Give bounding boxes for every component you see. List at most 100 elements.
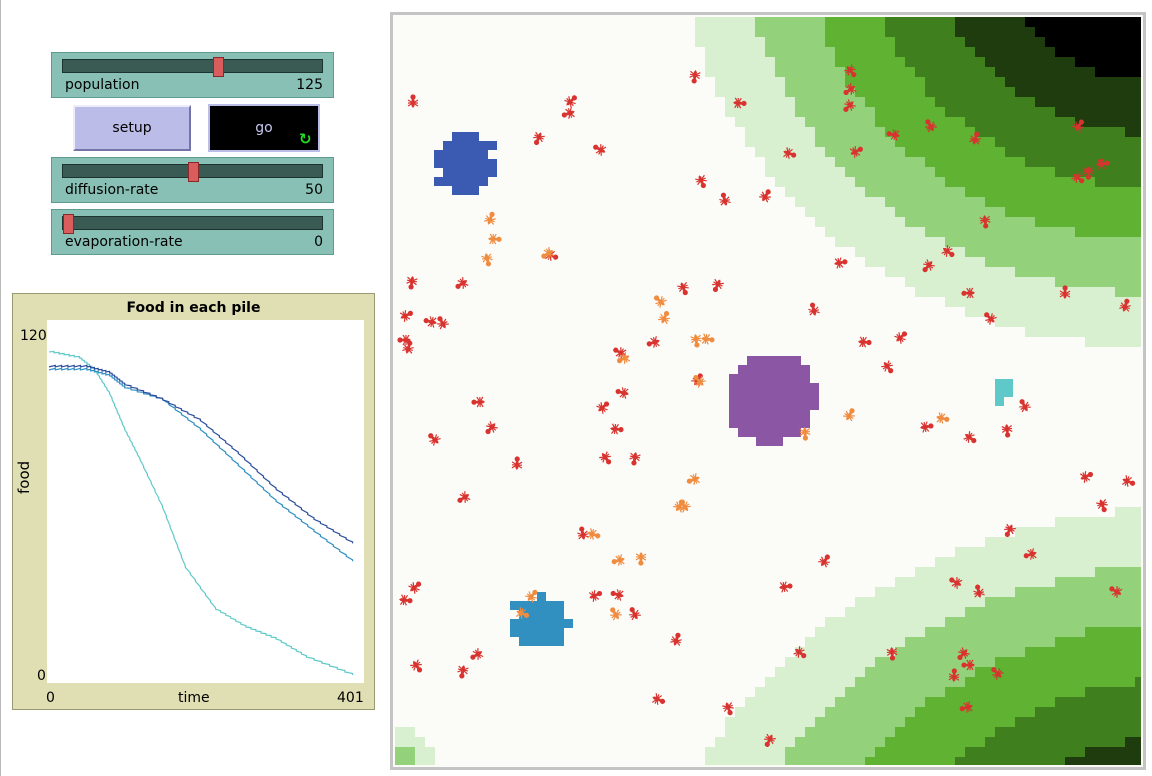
pheromone-cell <box>735 747 745 757</box>
food-patch <box>747 356 756 365</box>
food-patch <box>519 619 528 628</box>
pheromone-cell <box>925 757 935 765</box>
pheromone-cell <box>1025 37 1035 47</box>
pheromone-cell <box>885 247 895 257</box>
pheromone-cell <box>835 737 845 747</box>
world-canvas[interactable] <box>395 17 1141 765</box>
ant-icon <box>849 146 863 158</box>
pheromone-cell <box>1055 537 1065 547</box>
pheromone-cell <box>1115 217 1125 227</box>
pheromone-cell <box>1045 67 1055 77</box>
slider-track[interactable] <box>62 162 323 182</box>
pheromone-cell <box>995 637 1005 647</box>
food-pile-2 <box>729 356 819 446</box>
pheromone-cell <box>955 717 965 727</box>
pheromone-cell <box>1035 587 1045 597</box>
pheromone-cell <box>975 37 985 47</box>
pheromone-cell <box>995 187 1005 197</box>
pheromone-cell <box>905 77 915 87</box>
pheromone-cell <box>705 67 715 77</box>
pheromone-cell <box>1125 97 1135 107</box>
pheromone-cell <box>835 627 845 637</box>
pheromone-cell <box>1065 667 1075 677</box>
food-patch <box>738 365 747 374</box>
pheromone-cell <box>1015 137 1025 147</box>
pheromone-cell <box>785 177 795 187</box>
pheromone-cell <box>1065 697 1075 707</box>
pheromone-cell <box>935 727 945 737</box>
pheromone-cell <box>775 57 785 67</box>
pheromone-cell <box>1005 127 1015 137</box>
ant-icon <box>920 421 934 433</box>
pheromone-cell <box>795 117 805 127</box>
food-patch <box>470 141 479 150</box>
pheromone-cell <box>835 187 845 197</box>
pheromone-cell <box>925 567 935 577</box>
ant-icon <box>470 648 484 660</box>
pheromone-cell <box>895 57 905 67</box>
x-axis-max: 401 <box>337 690 364 706</box>
pheromone-cell <box>1035 617 1045 627</box>
pheromone-cell <box>825 727 835 737</box>
pheromone-cell <box>855 207 865 217</box>
pheromone-cell <box>925 217 935 227</box>
food-patch <box>747 419 756 428</box>
pheromone-cell <box>1095 27 1105 37</box>
pheromone-cell <box>1005 667 1015 677</box>
pheromone-cell <box>825 147 835 157</box>
pheromone-cell <box>865 217 875 227</box>
food-patch <box>546 610 555 619</box>
pheromone-cell <box>1065 717 1075 727</box>
pheromone-cell <box>865 187 875 197</box>
pheromone-cell <box>1065 687 1075 697</box>
pheromone-cell <box>755 77 765 87</box>
pheromone-cell <box>955 607 965 617</box>
pheromone-cell <box>1125 307 1135 317</box>
pheromone-cell <box>1055 47 1065 57</box>
slider-track[interactable] <box>62 214 323 234</box>
pheromone-cell <box>815 107 825 117</box>
pheromone-cell <box>1105 337 1115 347</box>
setup-button[interactable]: setup <box>73 105 191 151</box>
slider-thumb[interactable] <box>187 162 199 182</box>
pheromone-cell <box>905 677 915 687</box>
evaporation-rate-slider[interactable]: evaporation-rate 0 <box>51 209 334 255</box>
food-patch <box>443 168 452 177</box>
pheromone-cell <box>965 47 975 57</box>
food-patch <box>434 150 443 159</box>
pheromone-cell <box>775 117 785 127</box>
pheromone-cell <box>955 37 965 47</box>
pheromone-cell <box>955 177 965 187</box>
pheromone-cell <box>1125 577 1135 587</box>
pheromone-cell <box>1135 137 1141 147</box>
pheromone-cell <box>1045 687 1055 697</box>
slider-track[interactable] <box>62 57 323 77</box>
pheromone-cell <box>995 617 1005 627</box>
pheromone-cell <box>1015 187 1025 197</box>
pheromone-cell <box>1105 277 1115 287</box>
diffusion-rate-slider[interactable]: diffusion-rate 50 <box>51 157 334 203</box>
pheromone-cell <box>805 727 815 737</box>
slider-thumb[interactable] <box>213 57 225 77</box>
population-slider[interactable]: population 125 <box>51 52 334 98</box>
pheromone-cell <box>1025 557 1035 567</box>
pheromone-cell <box>845 157 855 167</box>
pheromone-cell <box>1135 17 1141 27</box>
pheromone-cell <box>975 87 985 97</box>
pheromone-cell <box>1065 187 1075 197</box>
pheromone-cell <box>735 757 745 765</box>
world-view[interactable] <box>390 12 1146 770</box>
pheromone-cell <box>995 647 1005 657</box>
go-button[interactable]: go ↻ <box>208 104 320 152</box>
pheromone-cell <box>1095 277 1105 287</box>
pheromone-cell <box>965 677 975 687</box>
pheromone-cell <box>1125 737 1135 747</box>
pheromone-cell <box>1055 237 1065 247</box>
pheromone-cell <box>875 247 885 257</box>
pheromone-cell <box>895 17 905 27</box>
food-patch <box>810 401 819 410</box>
pheromone-cell <box>865 147 875 157</box>
pheromone-cell <box>985 77 995 87</box>
pheromone-cell <box>1135 557 1141 567</box>
slider-thumb[interactable] <box>63 214 75 234</box>
